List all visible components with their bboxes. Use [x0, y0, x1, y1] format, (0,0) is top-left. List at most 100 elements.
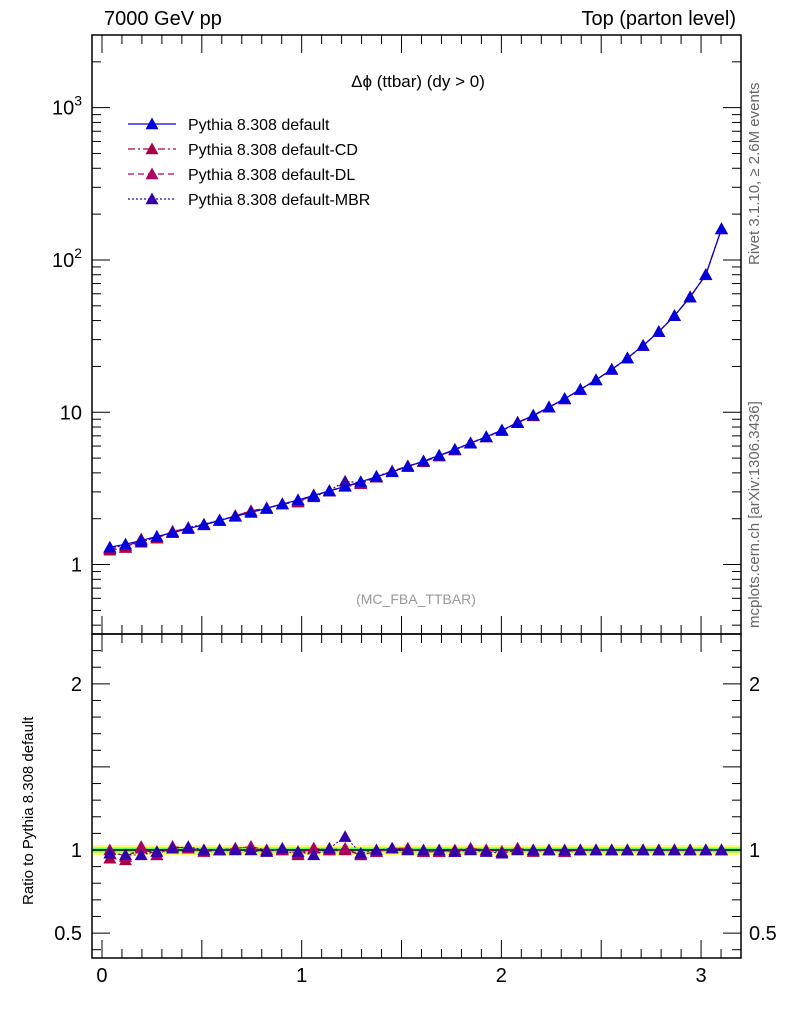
analysis-label: (MC_FBA_TTBAR): [356, 591, 476, 607]
ratio-point-mbr: [683, 843, 697, 856]
ratio-point-mbr: [573, 843, 587, 856]
ratio-point-mbr: [542, 843, 556, 856]
ratio-line-mbr: [109, 836, 722, 856]
legend-marker-default: [145, 117, 159, 130]
data-point-default: [150, 529, 164, 542]
ratio-y-tick-label: 2: [71, 674, 82, 696]
ratio-y-tick-label-right: 2: [749, 674, 760, 696]
ratio-frame: [91, 633, 742, 959]
ratio-point-mbr: [291, 845, 305, 857]
ratio-y-tick-label-right: 1: [749, 840, 760, 862]
ratio-point-mbr: [401, 843, 415, 856]
data-point-default: [197, 518, 211, 530]
ratio-point-mbr: [558, 843, 572, 856]
ratio-point-mbr: [620, 843, 634, 856]
ratio-point-mbr: [526, 843, 540, 856]
series-line-default: [109, 228, 723, 548]
data-point-default: [605, 362, 619, 375]
data-point-default: [213, 513, 227, 526]
main-y-tick-label: 1: [71, 555, 82, 577]
data-point-default: [432, 448, 446, 461]
ratio-point-mbr: [322, 841, 336, 854]
legend-label-dl: Pythia 8.308 default-DL: [188, 167, 355, 184]
main-y-tick-exponent: 2: [74, 245, 82, 261]
main-y-tick-label: 102: [52, 245, 82, 272]
data-point-default: [511, 416, 525, 429]
ratio-point-mbr: [495, 846, 509, 859]
ratio-point-mbr: [464, 843, 478, 856]
ratio-point-mbr: [260, 845, 274, 857]
ratio-point-mbr: [307, 848, 321, 861]
ratio-point-mbr: [338, 830, 352, 842]
ratio-point-mbr: [652, 843, 666, 856]
ratio-point-mbr: [103, 846, 117, 859]
data-point-default: [307, 489, 321, 501]
data-point-default: [338, 479, 352, 492]
header-left-label: 7000 GeV pp: [104, 8, 222, 30]
data-point-default: [291, 493, 305, 506]
data-point-default: [495, 423, 509, 436]
ratio-y-tick-label: 0.5: [54, 923, 82, 945]
data-point-default: [401, 460, 415, 472]
ratio-point-mbr: [275, 841, 289, 854]
data-point-default: [244, 505, 258, 518]
ratio-panel: 0 1 2 3 0.5 0.5 1 1 2 2: [54, 633, 777, 987]
ratio-point-dl: [307, 841, 321, 854]
main-y-tick-label: 103: [52, 93, 82, 120]
data-point-default: [589, 373, 603, 386]
legend-label-mbr: Pythia 8.308 default-MBR: [188, 192, 370, 209]
data-point-default: [699, 268, 713, 280]
ratio-point-mbr: [197, 843, 211, 856]
plot-title: Δϕ (ttbar) (dy > 0): [351, 72, 485, 91]
ratio-point-dl: [134, 841, 148, 854]
ratio-y-tick-label-right: 0.5: [749, 923, 777, 945]
ratio-point-mbr: [448, 845, 462, 857]
data-point-default: [354, 475, 368, 487]
data-point-default: [542, 400, 556, 413]
data-point-default: [275, 497, 289, 510]
ratio-y-tick-label: 1: [71, 840, 82, 862]
data-point-default: [620, 351, 634, 364]
ratio-point-mbr: [181, 840, 195, 852]
ratio-point-mbr: [244, 843, 258, 856]
ratio-point-mbr: [354, 846, 368, 859]
data-point-default: [464, 436, 478, 449]
data-point-default: [417, 454, 431, 467]
ratio-point-mbr: [150, 845, 164, 857]
data-point-default: [714, 222, 728, 235]
header-right-label: Top (parton level): [581, 8, 736, 30]
ratio-x-tick-label: 2: [496, 965, 507, 987]
legend-marker-cd: [145, 142, 159, 155]
data-point-default: [166, 526, 180, 538]
ratio-point-mbr: [605, 843, 619, 856]
ratio-point-mbr: [417, 843, 431, 856]
data-point-default: [103, 540, 117, 553]
ratio-point-mbr: [589, 843, 603, 856]
data-point-default: [573, 383, 587, 395]
data-point-default: [683, 290, 697, 303]
data-point-default: [558, 392, 572, 404]
legend-label-default: Pythia 8.308 default: [188, 117, 330, 134]
series-line-dl: [109, 228, 723, 550]
data-point-default: [448, 442, 462, 455]
ratio-point-mbr: [699, 843, 713, 856]
data-point-default: [228, 509, 242, 522]
ratio-point-mbr: [228, 843, 242, 856]
ratio-point-mbr: [119, 848, 133, 861]
ratio-point-mbr: [166, 841, 180, 854]
ratio-point-mbr: [636, 843, 650, 856]
legend-marker-dl: [145, 167, 159, 180]
data-point-default: [322, 484, 336, 497]
main-y-tick-exponent: 3: [74, 93, 82, 109]
ratio-point-mbr: [714, 843, 728, 856]
ratio-x-tick-label: 1: [296, 965, 307, 987]
ratio-point-mbr: [385, 841, 399, 854]
data-point-default: [652, 325, 666, 337]
data-point-default: [526, 408, 540, 421]
data-point-default: [385, 465, 399, 478]
data-point-default: [119, 537, 133, 550]
series-line-cd: [109, 228, 723, 551]
ratio-point-mbr: [667, 843, 681, 856]
ratio-point-mbr: [432, 843, 446, 856]
